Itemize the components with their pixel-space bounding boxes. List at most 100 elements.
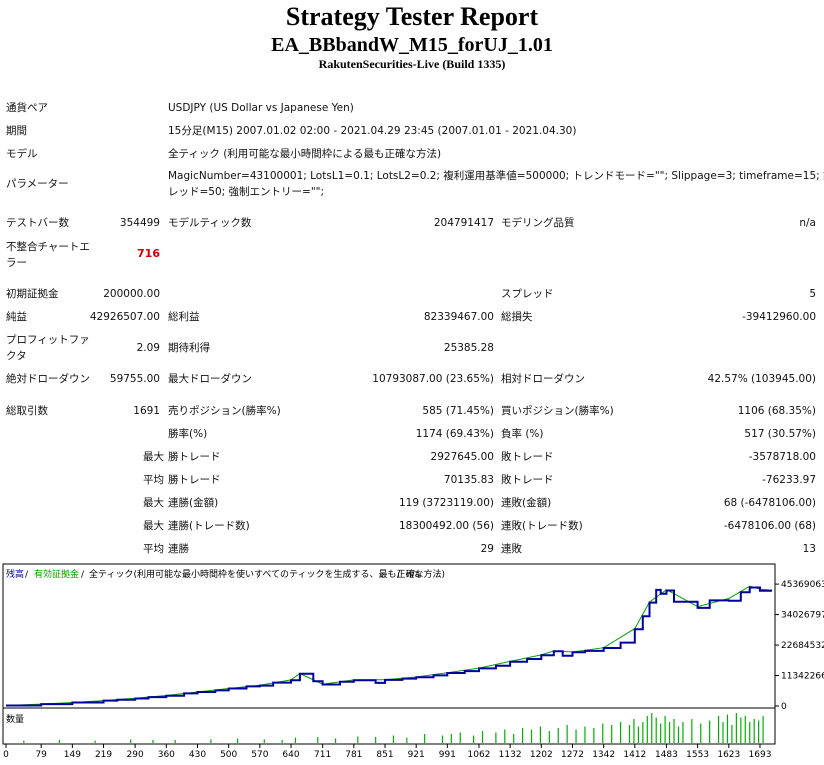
gross-profit-label: 総利益 [168,311,200,323]
volume-label: 数量 [6,713,24,725]
params-value-line2: レッド=50; 強制エントリー=""; [168,186,325,198]
cons-win-amt-label: 連勝(金額) [168,497,219,509]
largest-loss-label: 敗トレード [501,451,554,463]
x-tick-label: 781 [345,750,362,760]
avg-cons-loss-value: 13 [802,543,816,555]
y-tick-label: 11342266 [781,672,824,682]
params-label: パラメーター [6,178,69,190]
legend-sep-2: / [81,570,85,580]
avg-win-value: 70135.83 [443,474,494,486]
balance-line [6,586,772,707]
legend-sep-3: / [397,570,401,580]
x-tick-label: 430 [189,750,206,760]
legend-model: 全ティック(利用可能な最小時間枠を使いすべてのティックを生成する、最も正確な方法… [89,568,445,580]
bars-label: テストバー数 [6,217,69,229]
x-tick-label: 1623 [717,750,740,760]
legend-balance: 残高 [6,568,24,580]
cons-win-amt-value: 119 (3723119.00) [398,497,494,509]
abs-dd-label: 絶対ドローダウン [6,373,90,385]
cons-win-cnt-label: 連勝(トレード数) [168,520,250,532]
long-value: 1106 (68.35%) [737,405,816,417]
ticks-label: モデルティック数 [168,217,252,229]
avg-win-label: 勝トレード [168,474,221,486]
report-title: Strategy Tester Report [285,2,539,31]
cons-loss-cnt-label: 連敗(トレード数) [501,520,583,532]
cons-loss-cnt-value: -6478106.00 (68) [723,520,816,532]
avg-cons-win-value: 29 [480,543,494,555]
spread-label: スプレッド [501,288,554,300]
x-tick-label: 1272 [561,750,584,760]
avg-loss-value: -76233.97 [762,474,816,486]
ea-name: EA_BBbandW_M15_forUJ_1.01 [271,34,553,56]
y-tick-label: 0 [781,702,787,712]
max-cons-amt-prefix: 最大 [143,497,164,509]
quality-label: モデリング品質 [501,217,575,229]
cons-win-cnt-value: 18300492.00 (56) [398,520,494,532]
server-name: RakutenSecurities-Live (Build 1335) [318,57,506,71]
mismatch-label-line1: 不整合チャートエ [6,241,90,253]
deposit-value: 200000.00 [103,288,160,300]
cons-loss-amt-label: 連敗(金額) [501,497,552,509]
period-value: 15分足(M15) 2007.01.02 02:00 - 2021.04.29 … [168,125,577,137]
largest-win-value: 2927645.00 [430,451,494,463]
x-tick-label: 991 [439,750,456,760]
x-tick-label: 500 [220,750,237,760]
max-dd-label: 最大ドローダウン [168,373,252,385]
rel-dd-value: 42.57% (103945.00) [707,373,816,385]
x-tick-label: 79 [35,750,47,760]
y-tick-label: 34026797 [781,611,824,621]
net-label: 純益 [6,311,27,323]
largest-win-label: 勝トレード [168,451,221,463]
model-label: モデル [6,148,38,160]
avg-cons-prefix: 平均 [143,543,164,555]
x-tick-label: 360 [158,750,175,760]
win-rate-value: 1174 (69.43%) [415,428,494,440]
x-tick-label: 570 [251,750,268,760]
loss-rate-value: 517 (30.57%) [744,428,816,440]
win-rate-label: 勝率(%) [168,428,208,440]
x-tick-label: 1483 [655,750,678,760]
legend-sep-1: / [25,570,29,580]
mismatch-label-line2: ラー [6,257,27,269]
legend-quality: n/a [406,570,420,580]
symbol-label: 通貨ペア [6,102,48,114]
quality-value: n/a [799,217,816,229]
x-tick-label: 219 [95,750,112,760]
x-tick-label: 290 [127,750,144,760]
total-trades-value: 1691 [133,405,160,417]
balance-chart-panel: 残高 / 有効証拠金 / 全ティック(利用可能な最小時間枠を使いすべてのティック… [2,563,824,762]
x-tick-label: 149 [64,750,81,760]
average-prefix: 平均 [143,474,164,486]
ticks-value: 204791417 [433,217,494,229]
x-tick-label: 1693 [749,750,772,760]
balance-chart: 残高 / 有効証拠金 / 全ティック(利用可能な最小時間枠を使いすべてのティック… [2,563,824,760]
avg-cons-loss-label: 連敗 [501,543,522,555]
expected-label: 期待利得 [168,342,210,354]
loss-rate-label: 負率 (%) [501,428,544,440]
model-value: 全ティック (利用可能な最小時間枠による最も正確な方法) [168,148,442,160]
symbol-value: USDJPY (US Dollar vs Japanese Yen) [168,102,354,114]
cons-loss-amt-value: 68 (-6478106.00) [723,497,816,509]
max-cons-cnt-prefix: 最大 [143,520,164,532]
x-tick-label: 1132 [499,750,522,760]
spread-value: 5 [809,288,816,300]
avg-cons-win-label: 連勝 [168,543,189,555]
expected-value: 25385.28 [443,342,494,354]
bars-value: 354499 [119,217,160,229]
short-label: 売りポジション(勝率%) [168,405,281,417]
net-value: 42926507.00 [89,311,160,323]
x-tick-label: 1342 [592,750,615,760]
x-tick-label: 1202 [530,750,553,760]
mismatch-value: 716 [137,247,160,260]
legend-equity: 有効証拠金 [34,568,79,580]
x-tick-label: 1412 [623,750,646,760]
y-tick-label: 22684532 [781,641,824,651]
y-tick-label: 45369063 [781,580,824,590]
x-tick-label: 711 [314,750,331,760]
x-tick-label: 0 [3,750,9,760]
largest-prefix: 最大 [143,451,164,463]
x-tick-label: 851 [376,750,393,760]
x-tick-label: 1062 [468,750,491,760]
period-label: 期間 [6,125,27,137]
max-dd-value: 10793087.00 (23.65%) [372,373,494,385]
